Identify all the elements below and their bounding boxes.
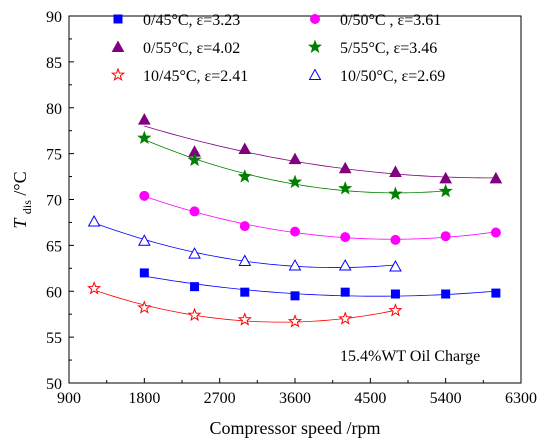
data-points (87, 113, 503, 328)
x-tick-label: 5400 (430, 390, 462, 407)
y-tick-label: 85 (46, 55, 62, 72)
y-axis-label-symbol: T (10, 217, 30, 229)
annotation-oil-charge: 15.4%WT Oil Charge (340, 348, 480, 365)
legend-label-series-4: 5/55°C, ε=3.46 (340, 40, 437, 57)
y-axis-label: T dis /°C (10, 171, 35, 228)
data-point-series-3 (137, 113, 151, 125)
y-axis-label-subscript: dis (20, 200, 34, 214)
y-tick-label: 50 (46, 376, 62, 393)
data-point-series-1 (390, 289, 400, 299)
data-point-series-3 (288, 152, 302, 165)
data-point-series-2 (340, 232, 351, 243)
legend-label-series-6: 10/50°C, ε=2.69 (340, 68, 445, 85)
data-point-series-5 (287, 314, 303, 328)
data-point-series-4 (388, 186, 403, 201)
x-tick-label: 900 (57, 390, 81, 407)
y-tick-label: 65 (46, 238, 62, 255)
y-axis-label-unit: /°C (10, 171, 30, 195)
data-point-series-6 (288, 259, 302, 271)
data-point-series-3 (489, 171, 503, 184)
data-point-series-3 (439, 171, 453, 184)
legend-marker-series-1 (113, 14, 123, 24)
x-axis-label: Compressor speed /rpm (210, 418, 381, 438)
legend-marker-series-4 (307, 39, 323, 54)
data-point-series-1 (491, 288, 501, 298)
data-point-series-3 (238, 142, 252, 155)
legend-marker-series-2 (310, 14, 320, 24)
x-tick-label: 1800 (128, 390, 160, 407)
data-point-series-6 (338, 259, 352, 271)
fit-curve-series-3 (144, 125, 496, 179)
data-point-series-4 (187, 152, 202, 167)
legend-marker-series-3 (111, 40, 125, 52)
legend-label-series-1: 0/45°C, ε=3.23 (143, 12, 240, 29)
data-point-series-4 (338, 181, 353, 195)
data-point-series-6 (137, 234, 151, 246)
x-tick-label: 6300 (505, 390, 537, 407)
fit-curve-series-1 (144, 275, 496, 297)
data-point-series-2 (139, 190, 150, 201)
data-point-series-1 (190, 282, 200, 292)
data-point-series-5 (338, 311, 353, 325)
data-point-series-4 (137, 130, 152, 145)
y-tick-label: 70 (46, 193, 62, 210)
data-point-series-2 (189, 206, 200, 217)
y-tick-label: 80 (46, 101, 62, 118)
data-point-series-6 (389, 259, 402, 272)
x-axis-ticks: 900 1800 2700 3600 4500 5400 6300 (57, 378, 537, 407)
data-point-series-5 (388, 303, 403, 317)
data-point-series-6 (238, 254, 252, 266)
data-point-series-5 (87, 281, 102, 295)
data-point-series-5 (187, 307, 202, 322)
data-point-series-4 (438, 183, 453, 198)
y-tick-label: 55 (46, 330, 62, 347)
data-point-series-5 (237, 312, 252, 326)
legend: 0/45°C, ε=3.23 0/50°C , ε=3.61 0/55°C, ε=4… (110, 12, 445, 85)
data-point-series-1 (290, 291, 300, 301)
data-point-series-3 (338, 161, 352, 174)
y-tick-label: 60 (46, 284, 62, 301)
data-point-series-4 (237, 169, 252, 183)
legend-label-series-3: 0/55°C, ε=4.02 (143, 40, 240, 57)
legend-marker-series-5 (110, 67, 126, 82)
legend-label-series-5: 10/45°C, ε=2.41 (143, 68, 248, 85)
data-point-series-4 (287, 174, 303, 189)
x-tick-label: 3600 (279, 390, 311, 407)
fit-curve-series-2 (144, 195, 496, 240)
data-point-series-1 (139, 268, 149, 278)
data-point-series-2 (390, 234, 401, 245)
data-point-series-2 (239, 221, 250, 232)
legend-label-series-2: 0/50°C , ε=3.61 (340, 12, 441, 29)
data-point-series-3 (389, 165, 402, 177)
data-point-series-2 (490, 227, 501, 238)
y-tick-label: 75 (46, 147, 62, 164)
data-point-series-1 (340, 287, 350, 297)
data-point-series-6 (188, 247, 201, 259)
data-point-series-2 (440, 231, 451, 242)
y-axis-ticks: 50 55 60 65 70 75 80 85 90 (46, 9, 74, 393)
x-tick-label: 2700 (204, 390, 236, 407)
y-tick-label: 90 (46, 9, 62, 26)
legend-marker-series-6 (308, 68, 322, 80)
x-tick-label: 4500 (354, 390, 386, 407)
data-point-series-2 (290, 226, 300, 237)
data-point-series-5 (137, 300, 152, 314)
data-point-series-1 (240, 287, 250, 297)
data-point-series-1 (441, 289, 451, 299)
data-point-series-6 (87, 214, 101, 227)
